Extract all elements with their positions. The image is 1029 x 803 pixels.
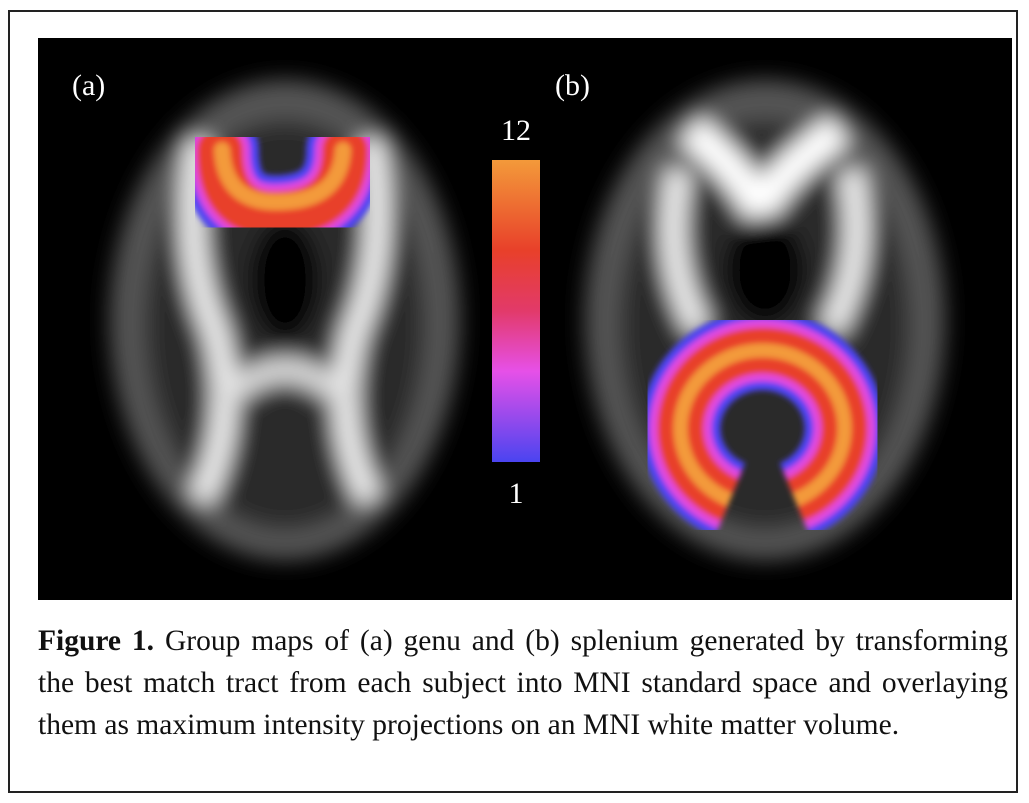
caption-text: Group maps of (a) genu and (b) splenium … (38, 625, 1008, 741)
figure-image: (a) (b) 12 1 (38, 38, 1012, 600)
colorbar-max-label: 12 (501, 114, 531, 147)
colorbar-min-label: 1 (509, 477, 524, 510)
colorbar (492, 160, 540, 462)
figure-caption: Figure 1. Group maps of (a) genu and (b)… (38, 620, 1008, 746)
panel-label: (b) (555, 69, 590, 102)
panel-label: (a) (72, 69, 105, 102)
page: (a) (b) 12 1 Figure 1. Group maps of (a)… (0, 0, 1029, 803)
caption-label: Figure 1. (38, 625, 154, 657)
brain-slice-a (110, 80, 460, 560)
